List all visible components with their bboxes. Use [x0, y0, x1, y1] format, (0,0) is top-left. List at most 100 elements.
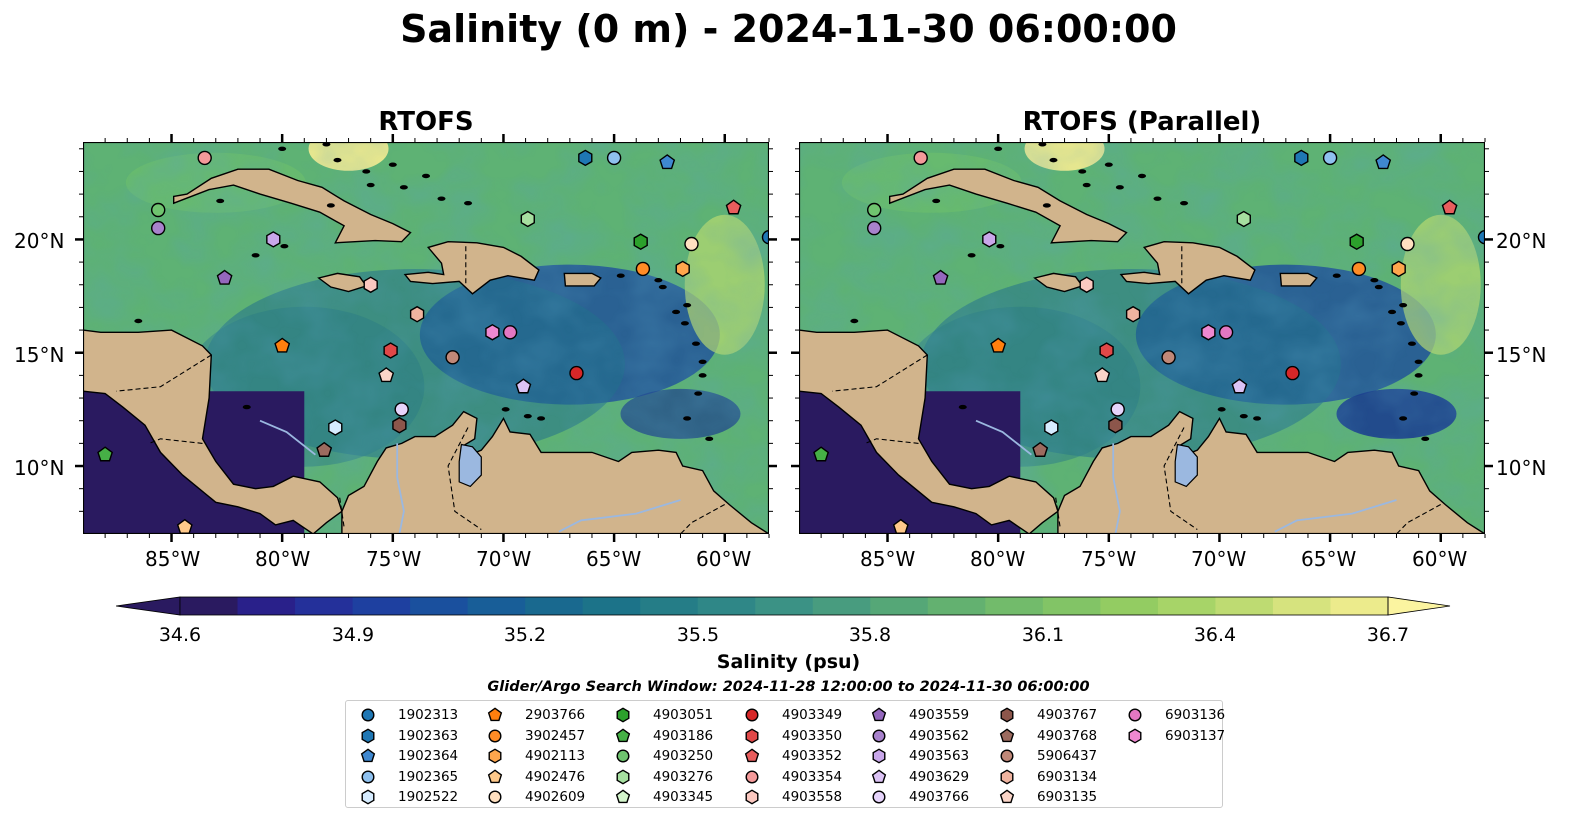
- legend-marker: [360, 748, 376, 763]
- legend-label: 6903136: [1165, 707, 1226, 723]
- colorbar-tick-label: 36.4: [1193, 624, 1237, 646]
- river-line: [1112, 443, 1121, 534]
- legend-marker: [1128, 728, 1142, 743]
- colorbar-segment: [985, 597, 1044, 615]
- island-shape: [399, 185, 408, 190]
- platform-marker-4903354: [197, 150, 212, 166]
- island-shape: [705, 436, 714, 442]
- colorbar: [116, 596, 1451, 616]
- legend-label: 4903768: [1037, 727, 1098, 744]
- legend-marker: [616, 769, 630, 784]
- colorbar-segment: [467, 597, 526, 615]
- land-cuba: [888, 168, 1128, 244]
- island-shape: [1407, 341, 1416, 346]
- colorbar-tick-label: 35.5: [676, 624, 720, 646]
- platform-marker-4903250: [150, 202, 166, 218]
- platform-marker-4903051: [633, 233, 648, 250]
- x-tick-label: 65°W: [586, 547, 642, 571]
- colorbar-segment: [582, 597, 641, 615]
- island-shape: [850, 318, 859, 324]
- land-cuba: [172, 168, 412, 244]
- x-tick-label: 70°W: [476, 547, 532, 571]
- legend: 1902313 1902363 1902364 1902365 1902522 29037…: [345, 700, 1226, 808]
- y-tick-label: 15°N: [1496, 343, 1547, 367]
- legend-marker: [871, 768, 887, 783]
- island-shape: [1253, 416, 1262, 421]
- platform-marker-6903134: [1125, 305, 1141, 323]
- island-shape: [1104, 162, 1113, 167]
- land-puertoRico: [1279, 272, 1318, 287]
- border-line: [680, 504, 725, 534]
- legend-marker-4903276: [616, 769, 630, 784]
- colorbar-tick-label: 35.8: [848, 624, 892, 646]
- legend-label: 4903563: [909, 748, 970, 764]
- legend-marker: [1000, 749, 1014, 763]
- colorbar-segment: [352, 597, 411, 615]
- island-shape: [464, 200, 473, 206]
- island-shape: [1410, 391, 1419, 396]
- legend-marker-4903768: [999, 727, 1015, 742]
- platform-marker-1902365: [1322, 150, 1338, 166]
- river-line: [396, 443, 405, 534]
- platform-marker-6903135: [378, 367, 395, 383]
- legend-marker-4903558: [745, 789, 759, 805]
- island-shape: [326, 203, 335, 208]
- legend-marker-4903562: [872, 728, 886, 743]
- platform-marker-4903559: [932, 269, 949, 285]
- island-shape: [1038, 142, 1047, 147]
- y-tick-label: 10°N: [1496, 456, 1547, 480]
- legend-marker: [871, 707, 887, 722]
- colorbar-segment: [640, 597, 699, 615]
- legend-label: 4902476: [525, 768, 586, 785]
- colorbar-over-arrow: [1387, 596, 1451, 616]
- island-shape: [1399, 302, 1408, 308]
- colorbar-frame: [179, 596, 1389, 616]
- platform-marker-4903352: [1441, 199, 1458, 215]
- legend-marker: [361, 708, 375, 722]
- island-shape: [242, 404, 251, 410]
- island-shape: [698, 359, 707, 364]
- legend-marker: [616, 707, 630, 723]
- legend-marker: [615, 789, 631, 804]
- colorbar-segment: [755, 597, 814, 615]
- colorbar-tick-label: 35.2: [503, 624, 547, 646]
- colorbar-segment: [1042, 597, 1101, 615]
- island-shape: [251, 253, 260, 258]
- river-line: [1274, 499, 1397, 533]
- legend-marker-4903349: [745, 708, 759, 722]
- legend-marker-6903137: [1128, 728, 1142, 743]
- land-hispaniola: [1119, 240, 1256, 295]
- legend-marker-5906437: [1000, 749, 1014, 763]
- platform-marker-4903562: [150, 220, 166, 236]
- platform-marker-4903768: [1032, 441, 1049, 457]
- platform-marker-4903250: [866, 202, 882, 218]
- legend-marker: [488, 790, 502, 804]
- platform-marker-4903349: [569, 365, 584, 381]
- axis-ticks: [75, 134, 1493, 542]
- border-line: [339, 497, 345, 528]
- island-shape: [523, 413, 532, 419]
- border-line: [1396, 504, 1441, 534]
- legend-marker-4903345: [615, 789, 631, 804]
- island-shape: [1138, 173, 1146, 179]
- island-shape: [1042, 203, 1051, 208]
- colorbar-segment: [812, 597, 871, 615]
- island-shape: [691, 341, 700, 346]
- island-shape: [1082, 182, 1091, 188]
- platform-marker-4903559: [216, 269, 233, 285]
- legend-label: 6903137: [1165, 727, 1226, 744]
- island-shape: [1332, 273, 1341, 278]
- platform-marker-4903766: [1110, 402, 1125, 417]
- island-shape: [1421, 436, 1430, 442]
- legend-label: 4903276: [653, 768, 714, 785]
- platform-marker-4903767: [1108, 416, 1123, 434]
- platform-marker-6903136: [502, 325, 518, 340]
- y-tick-label: 20°N: [1496, 229, 1547, 253]
- legend-marker-4903051: [616, 707, 630, 723]
- colorbar-segment: [1330, 597, 1389, 615]
- island-shape: [996, 244, 1005, 249]
- colorbar-segment: [870, 597, 929, 615]
- colorbar-tick-label: 34.9: [331, 624, 375, 646]
- legend-marker: [872, 728, 886, 743]
- island-shape: [278, 146, 287, 151]
